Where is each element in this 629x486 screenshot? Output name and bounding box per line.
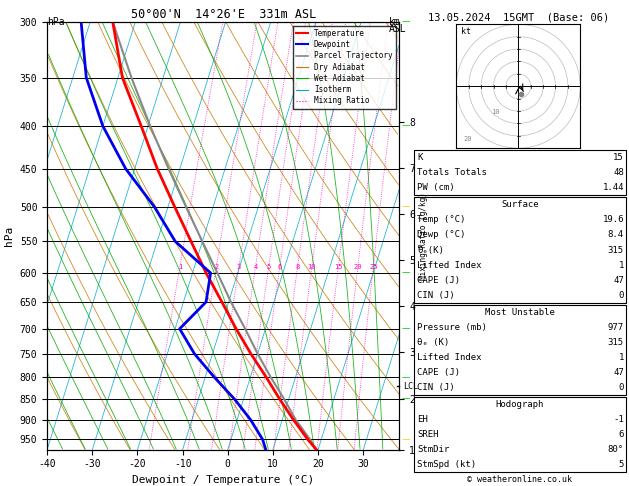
Text: 4: 4 [253, 264, 258, 270]
Text: 6: 6 [618, 430, 624, 439]
Text: 3: 3 [237, 264, 241, 270]
Text: StmDir: StmDir [417, 445, 449, 454]
Text: 6: 6 [277, 264, 282, 270]
Text: 20: 20 [464, 136, 472, 142]
Text: 2: 2 [214, 264, 218, 270]
Text: 13.05.2024  15GMT  (Base: 06): 13.05.2024 15GMT (Base: 06) [428, 12, 609, 22]
Text: —: — [401, 435, 409, 444]
Text: ASL: ASL [389, 24, 406, 35]
Text: 1: 1 [618, 260, 624, 270]
Text: —: — [401, 268, 409, 278]
Text: 1: 1 [177, 264, 182, 270]
Text: 47: 47 [613, 276, 624, 285]
Y-axis label: hPa: hPa [4, 226, 14, 246]
Text: 48: 48 [613, 168, 624, 177]
Text: Pressure (mb): Pressure (mb) [417, 323, 487, 332]
Text: CAPE (J): CAPE (J) [417, 276, 460, 285]
Text: Temp (°C): Temp (°C) [417, 215, 465, 225]
Text: Dewp (°C): Dewp (°C) [417, 230, 465, 240]
X-axis label: Dewpoint / Temperature (°C): Dewpoint / Temperature (°C) [132, 475, 314, 485]
Text: PW (cm): PW (cm) [417, 183, 455, 192]
Text: 8: 8 [296, 264, 299, 270]
Text: 0: 0 [618, 383, 624, 392]
Text: hPa: hPa [47, 17, 65, 27]
Text: Hodograph: Hodograph [496, 400, 544, 409]
Text: StmSpd (kt): StmSpd (kt) [417, 460, 476, 469]
Text: 1.44: 1.44 [603, 183, 624, 192]
Text: Totals Totals: Totals Totals [417, 168, 487, 177]
Text: Surface: Surface [501, 200, 538, 209]
Text: CAPE (J): CAPE (J) [417, 368, 460, 377]
Text: CIN (J): CIN (J) [417, 291, 455, 300]
Legend: Temperature, Dewpoint, Parcel Trajectory, Dry Adiabat, Wet Adiabat, Isotherm, Mi: Temperature, Dewpoint, Parcel Trajectory… [293, 26, 396, 108]
Text: 0: 0 [618, 291, 624, 300]
Text: -1: -1 [613, 415, 624, 424]
Text: 10: 10 [308, 264, 316, 270]
Text: 47: 47 [613, 368, 624, 377]
Title: 50°00'N  14°26'E  331m ASL: 50°00'N 14°26'E 331m ASL [131, 8, 316, 21]
Text: 315: 315 [608, 338, 624, 347]
Text: θₑ(K): θₑ(K) [417, 245, 444, 255]
Text: EH: EH [417, 415, 428, 424]
Text: Most Unstable: Most Unstable [485, 308, 555, 317]
Text: —: — [401, 324, 409, 333]
Text: 20: 20 [353, 264, 362, 270]
Text: 15: 15 [613, 153, 624, 162]
Text: —: — [401, 202, 409, 211]
Text: 315: 315 [608, 245, 624, 255]
Text: km: km [389, 17, 401, 27]
Text: 5: 5 [267, 264, 271, 270]
Text: —: — [401, 373, 409, 382]
Text: 1: 1 [618, 353, 624, 362]
Text: kt: kt [461, 27, 471, 36]
Text: 10: 10 [491, 108, 499, 115]
Text: CIN (J): CIN (J) [417, 383, 455, 392]
Text: 8.4: 8.4 [608, 230, 624, 240]
Text: —: — [401, 395, 409, 403]
Text: 5: 5 [618, 460, 624, 469]
Text: 15: 15 [334, 264, 343, 270]
Text: Lifted Index: Lifted Index [417, 260, 482, 270]
Text: LCL: LCL [403, 382, 418, 391]
Text: © weatheronline.co.uk: © weatheronline.co.uk [467, 475, 572, 484]
Text: 80°: 80° [608, 445, 624, 454]
Text: Lifted Index: Lifted Index [417, 353, 482, 362]
Text: θₑ (K): θₑ (K) [417, 338, 449, 347]
Text: K: K [417, 153, 423, 162]
Text: 977: 977 [608, 323, 624, 332]
Text: 25: 25 [369, 264, 377, 270]
Text: —: — [401, 122, 409, 131]
Text: SREH: SREH [417, 430, 438, 439]
Text: —: — [401, 17, 409, 26]
Text: Mixing Ratio (g/kg): Mixing Ratio (g/kg) [419, 192, 428, 279]
Text: 19.6: 19.6 [603, 215, 624, 225]
